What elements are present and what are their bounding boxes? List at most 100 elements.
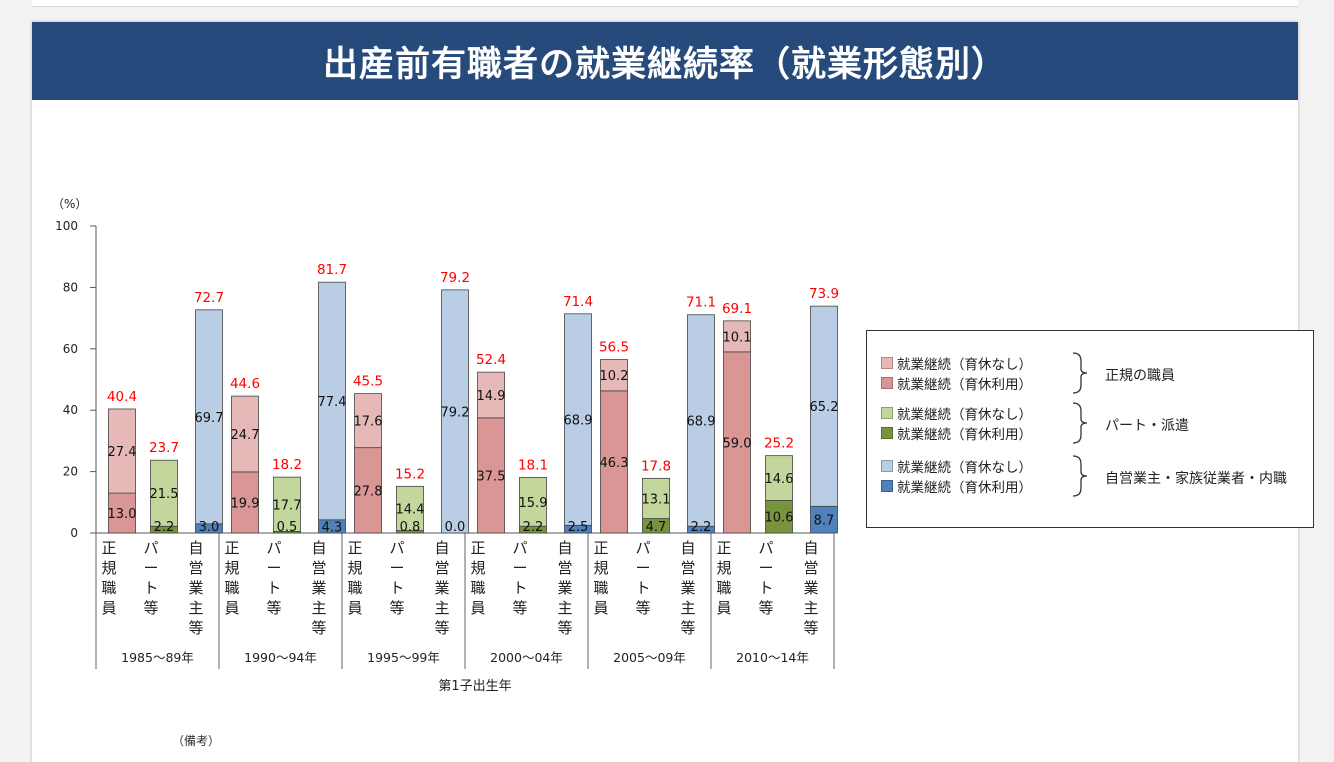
category-label-char: 正 bbox=[470, 539, 485, 557]
bar-segment-no-leave bbox=[810, 305, 838, 507]
data-label-total: 72.7 bbox=[194, 290, 224, 306]
legend-swatch bbox=[881, 460, 893, 472]
data-label-with-leave: 46.3 bbox=[600, 456, 629, 471]
bar-segment-with-leave bbox=[600, 390, 628, 534]
category-label-char: パ bbox=[143, 539, 158, 557]
category-label-char: 主 bbox=[557, 599, 572, 617]
category-label-char: ト bbox=[389, 579, 404, 597]
legend-item: 就業継続（育休なし） bbox=[881, 353, 1032, 373]
bar-segment-no-leave bbox=[477, 371, 505, 419]
category-label-char: 規 bbox=[347, 559, 362, 577]
category-label-char: 員 bbox=[101, 599, 116, 617]
y-unit-label: （%） bbox=[52, 197, 87, 211]
category-label-char: 職 bbox=[593, 579, 608, 597]
previous-slide-edge bbox=[32, 0, 1298, 7]
data-label-with-leave: 0.0 bbox=[445, 520, 466, 535]
category-label-char: 正 bbox=[716, 539, 731, 557]
period-label: 2010〜14年 bbox=[736, 650, 809, 665]
data-label-no-leave: 68.9 bbox=[687, 414, 716, 429]
data-label-total: 56.5 bbox=[599, 340, 629, 356]
category-label-char: 正 bbox=[347, 539, 362, 557]
category-label-char: 職 bbox=[347, 579, 362, 597]
slide: 出産前有職者の就業継続率（就業形態別） （%） 0 20 40 60 80 100 1985〜… bbox=[32, 22, 1314, 762]
bar-segment-no-leave bbox=[195, 309, 223, 525]
category-label-char: 業 bbox=[188, 579, 203, 597]
legend-item-label: 就業継続（育休なし） bbox=[897, 357, 1032, 373]
category-label-char: ー bbox=[266, 559, 281, 577]
bar-segment-no-leave bbox=[765, 455, 793, 501]
bar-segment-no-leave bbox=[150, 459, 178, 527]
data-label-with-leave: 19.9 bbox=[231, 496, 260, 511]
legend-swatch bbox=[881, 427, 893, 439]
period-label: 2005〜09年 bbox=[613, 650, 686, 665]
category-label-char: 主 bbox=[803, 599, 818, 617]
category-label-char: 等 bbox=[512, 599, 527, 617]
data-label-no-leave: 14.9 bbox=[477, 389, 506, 404]
data-label-no-leave: 13.1 bbox=[642, 492, 671, 507]
data-label-with-leave: 0.5 bbox=[277, 520, 298, 535]
bar-segment-with-leave bbox=[765, 500, 793, 534]
category-label-char: 規 bbox=[224, 559, 239, 577]
category-label-char: パ bbox=[266, 539, 281, 557]
bar-segment-with-leave bbox=[108, 492, 136, 534]
data-label-no-leave: 10.2 bbox=[600, 369, 629, 384]
legend-item-label: 就業継続（育休利用） bbox=[897, 480, 1032, 496]
category-label-char: 員 bbox=[593, 599, 608, 617]
data-label-no-leave: 17.6 bbox=[354, 415, 383, 430]
legend-group-label: 自営業主・家族従業者・内職 bbox=[1105, 471, 1287, 487]
category-label-char: 等 bbox=[311, 619, 326, 637]
category-label-char: 自 bbox=[434, 539, 449, 557]
category-label-char: ト bbox=[635, 579, 650, 597]
bar-segment-no-leave bbox=[318, 281, 346, 521]
legend-brace bbox=[1072, 455, 1088, 497]
category-label-char: 業 bbox=[311, 579, 326, 597]
category-label-char: 等 bbox=[143, 599, 158, 617]
bar-segment-no-leave bbox=[441, 289, 469, 534]
data-label-with-leave: 2.2 bbox=[523, 520, 544, 535]
data-label-with-leave: 4.7 bbox=[646, 520, 667, 535]
bar-segment-with-leave bbox=[231, 471, 259, 534]
data-label-total: 73.9 bbox=[809, 286, 839, 302]
data-label-total: 25.2 bbox=[764, 436, 794, 452]
category-label-char: 自 bbox=[557, 539, 572, 557]
data-label-no-leave: 24.7 bbox=[231, 428, 260, 443]
data-label-with-leave: 37.5 bbox=[477, 469, 506, 484]
legend-item-label: 就業継続（育休なし） bbox=[897, 407, 1032, 423]
category-label-char: 業 bbox=[803, 579, 818, 597]
category-label-char: ト bbox=[266, 579, 281, 597]
category-label-char: ト bbox=[143, 579, 158, 597]
category-label-char: 業 bbox=[680, 579, 695, 597]
category-label-char: パ bbox=[758, 539, 773, 557]
legend-item: 就業継続（育休なし） bbox=[881, 456, 1032, 476]
bar-segment-no-leave bbox=[231, 395, 259, 473]
data-label-total: 71.4 bbox=[563, 294, 593, 310]
category-label-char: 営 bbox=[188, 559, 203, 577]
data-label-with-leave: 2.2 bbox=[154, 520, 175, 535]
bar-segment-no-leave bbox=[108, 408, 136, 494]
y-tick-label: 60 bbox=[63, 342, 78, 356]
data-label-with-leave: 2.2 bbox=[691, 520, 712, 535]
category-label-char: 正 bbox=[593, 539, 608, 557]
category-label-char: 営 bbox=[557, 559, 572, 577]
category-label-char: 等 bbox=[635, 599, 650, 617]
category-label-char: 業 bbox=[557, 579, 572, 597]
category-label-char: 規 bbox=[470, 559, 485, 577]
legend-item: 就業継続（育休なし） bbox=[881, 403, 1032, 423]
data-label-no-leave: 27.4 bbox=[108, 445, 137, 460]
category-label-char: パ bbox=[635, 539, 650, 557]
category-label-char: パ bbox=[389, 539, 404, 557]
data-label-no-leave: 10.1 bbox=[723, 330, 752, 345]
y-tick-label: 40 bbox=[63, 403, 78, 417]
legend-brace bbox=[1072, 352, 1088, 394]
data-label-total: 81.7 bbox=[317, 262, 347, 278]
category-label-char: 規 bbox=[101, 559, 116, 577]
y-tick-label: 20 bbox=[63, 465, 78, 479]
data-label-no-leave: 77.4 bbox=[318, 395, 347, 410]
period-label: 1995〜99年 bbox=[367, 650, 440, 665]
y-tick-label: 0 bbox=[70, 526, 78, 540]
period-label: 1990〜94年 bbox=[244, 650, 317, 665]
category-label-char: 正 bbox=[224, 539, 239, 557]
category-label-char: 員 bbox=[347, 599, 362, 617]
x-axis-title: 第1子出生年 bbox=[438, 679, 511, 694]
data-label-with-leave: 59.0 bbox=[723, 436, 752, 451]
